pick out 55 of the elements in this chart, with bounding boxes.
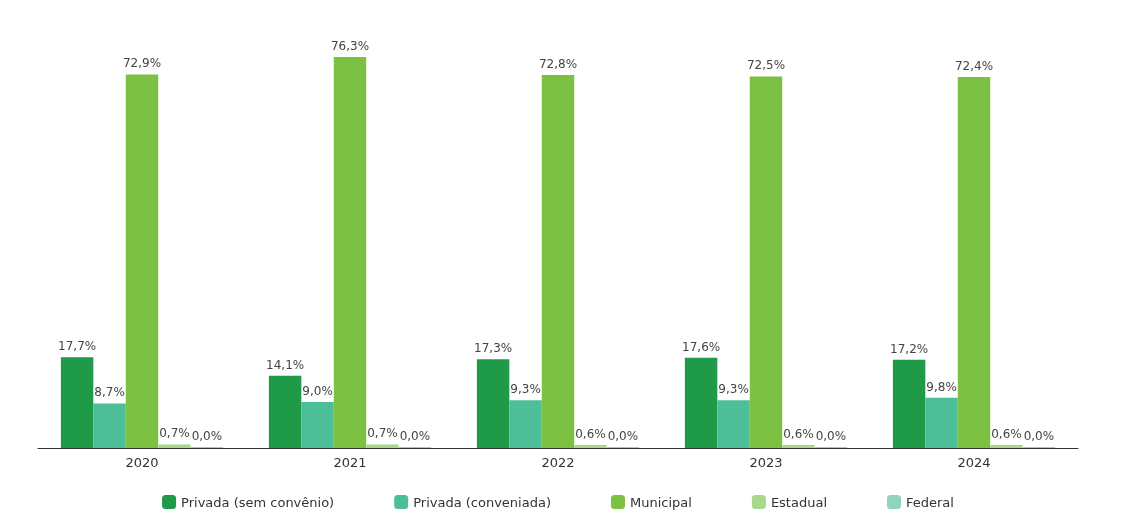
data-label: 0,0% [815, 429, 847, 443]
legend-label: Estadual [770, 494, 827, 510]
bar [93, 403, 126, 448]
bar [749, 76, 783, 448]
bar [684, 357, 718, 448]
data-label: 14,1% [266, 357, 305, 372]
data-label: 17,3% [474, 341, 513, 356]
data-label: 0,0% [399, 429, 431, 443]
data-label: 0,0% [191, 429, 223, 443]
data-label: 0,6% [575, 426, 606, 441]
bar [366, 444, 399, 448]
data-label: 0,6% [783, 426, 814, 441]
bar [957, 76, 991, 448]
bar [574, 444, 607, 448]
bar [125, 74, 159, 448]
bar [333, 56, 367, 448]
data-label: 17,6% [682, 339, 721, 354]
bar [476, 359, 510, 448]
bar [60, 357, 94, 448]
legend-label: Municipal [629, 494, 692, 510]
x-tick-label: 2021 [333, 455, 367, 470]
bar [301, 401, 334, 448]
x-tick-label: 2024 [957, 455, 991, 470]
data-label: 8,7% [94, 385, 125, 400]
bar [925, 397, 958, 448]
data-label: 0,7% [367, 426, 398, 441]
data-label: 72,4% [954, 58, 994, 73]
bar [717, 400, 750, 448]
bar [782, 444, 815, 448]
data-label: 9,3% [718, 382, 749, 397]
data-label: 17,2% [890, 341, 929, 356]
bar [990, 444, 1023, 448]
x-tick-label: 2023 [749, 455, 783, 470]
legend-label: Privada (conveniada) [413, 494, 551, 510]
legend-label: Federal [906, 494, 954, 510]
bar [892, 359, 926, 448]
bar [268, 375, 302, 448]
x-tick-label: 2020 [125, 455, 159, 470]
data-label: 72,9% [122, 56, 162, 71]
data-label: 0,6% [991, 426, 1022, 441]
bar [541, 74, 575, 448]
data-label: 76,3% [330, 38, 370, 53]
bar [158, 444, 191, 448]
data-label: 17,7% [58, 339, 97, 354]
data-label: 9,8% [926, 379, 957, 394]
data-label: 9,0% [302, 383, 333, 398]
data-label: 72,5% [746, 58, 786, 73]
data-label: 9,3% [510, 382, 541, 397]
data-label: 0,0% [607, 429, 639, 443]
data-label: 0,7% [159, 426, 190, 441]
data-label: 72,8% [538, 56, 578, 71]
legend-label: Privada (sem convênio) [181, 494, 335, 510]
bar [509, 400, 542, 448]
data-label: 0,0% [1023, 429, 1055, 443]
x-tick-label: 2022 [541, 455, 575, 470]
